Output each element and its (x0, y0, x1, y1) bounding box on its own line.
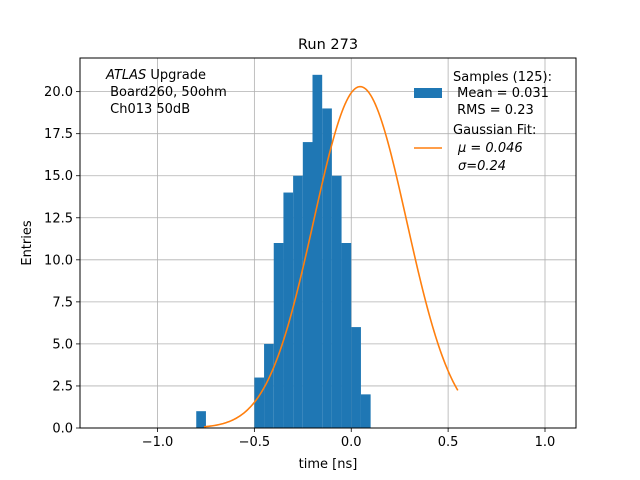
gaussian-fit-curve (203, 85, 459, 428)
annotation-line-1: ATLAS Upgrade (105, 68, 206, 83)
histogram-bar (254, 377, 265, 428)
y-tick-label: 10.0 (44, 253, 73, 268)
y-tick-label: 15.0 (44, 169, 73, 184)
histogram-bar (196, 411, 206, 428)
histogram-bar (331, 175, 342, 428)
histogram-bar (322, 108, 332, 429)
histogram-bar (283, 192, 294, 428)
legend-samples-rms: RMS = 0.23 (453, 103, 534, 118)
histogram-bar (264, 343, 274, 428)
x-tick-label: 0.5 (438, 435, 459, 450)
legend: Samples (125): Mean = 0.031 RMS = 0.23 G… (414, 70, 552, 174)
chart-title: Run 273 (298, 37, 358, 53)
y-tick-label: 12.5 (44, 211, 73, 226)
legend-samples-swatch (414, 88, 442, 98)
y-tick-label: 5.0 (52, 337, 73, 352)
x-tick-label: −1.0 (142, 435, 174, 450)
annotation-upgrade: Upgrade (146, 68, 206, 83)
annotation-line-3: Ch013 50dB (106, 102, 190, 117)
histogram-bar (351, 327, 361, 428)
histogram-bar (302, 142, 313, 428)
y-tick-label: 17.5 (44, 127, 73, 142)
y-tick-label: 20.0 (44, 85, 73, 100)
histogram-bar (341, 243, 352, 428)
y-tick-label: 7.5 (52, 295, 73, 310)
annotation-line-2: Board260, 50ohm (106, 85, 227, 100)
y-tick-label: 2.5 (52, 379, 73, 394)
histogram-bar (273, 243, 284, 428)
legend-fit-title: Gaussian Fit: (453, 123, 536, 138)
y-tick-label: 0.0 (52, 422, 73, 437)
histogram-bar (293, 175, 303, 428)
y-axis-label: Entries (20, 220, 35, 266)
plot-frame (79, 57, 577, 429)
histogram-bars (196, 74, 371, 429)
x-axis-label: time [ns] (299, 457, 358, 472)
annotation-atlas: ATLAS (105, 68, 146, 83)
x-tick-label: 1.0 (535, 435, 556, 450)
x-tick-label: 0.0 (341, 435, 362, 450)
histogram-bar (312, 74, 323, 429)
x-tick-label: −0.5 (239, 435, 271, 450)
histogram-bar (360, 394, 371, 428)
legend-samples-mean: Mean = 0.031 (453, 86, 549, 101)
x-axis-ticks: −1.0 −0.5 0.0 0.5 1.0 (142, 428, 556, 450)
legend-samples-title: Samples (125): (453, 70, 552, 85)
legend-fit-sigma: σ=0.24 (458, 159, 506, 174)
y-axis-ticks: 0.0 2.5 5.0 7.5 10.0 12.5 15.0 17.5 20.0 (44, 85, 80, 437)
annotation-block: ATLAS Upgrade Board260, 50ohm Ch013 50dB (105, 68, 227, 117)
legend-fit-mu: μ = 0.046 (457, 141, 523, 156)
